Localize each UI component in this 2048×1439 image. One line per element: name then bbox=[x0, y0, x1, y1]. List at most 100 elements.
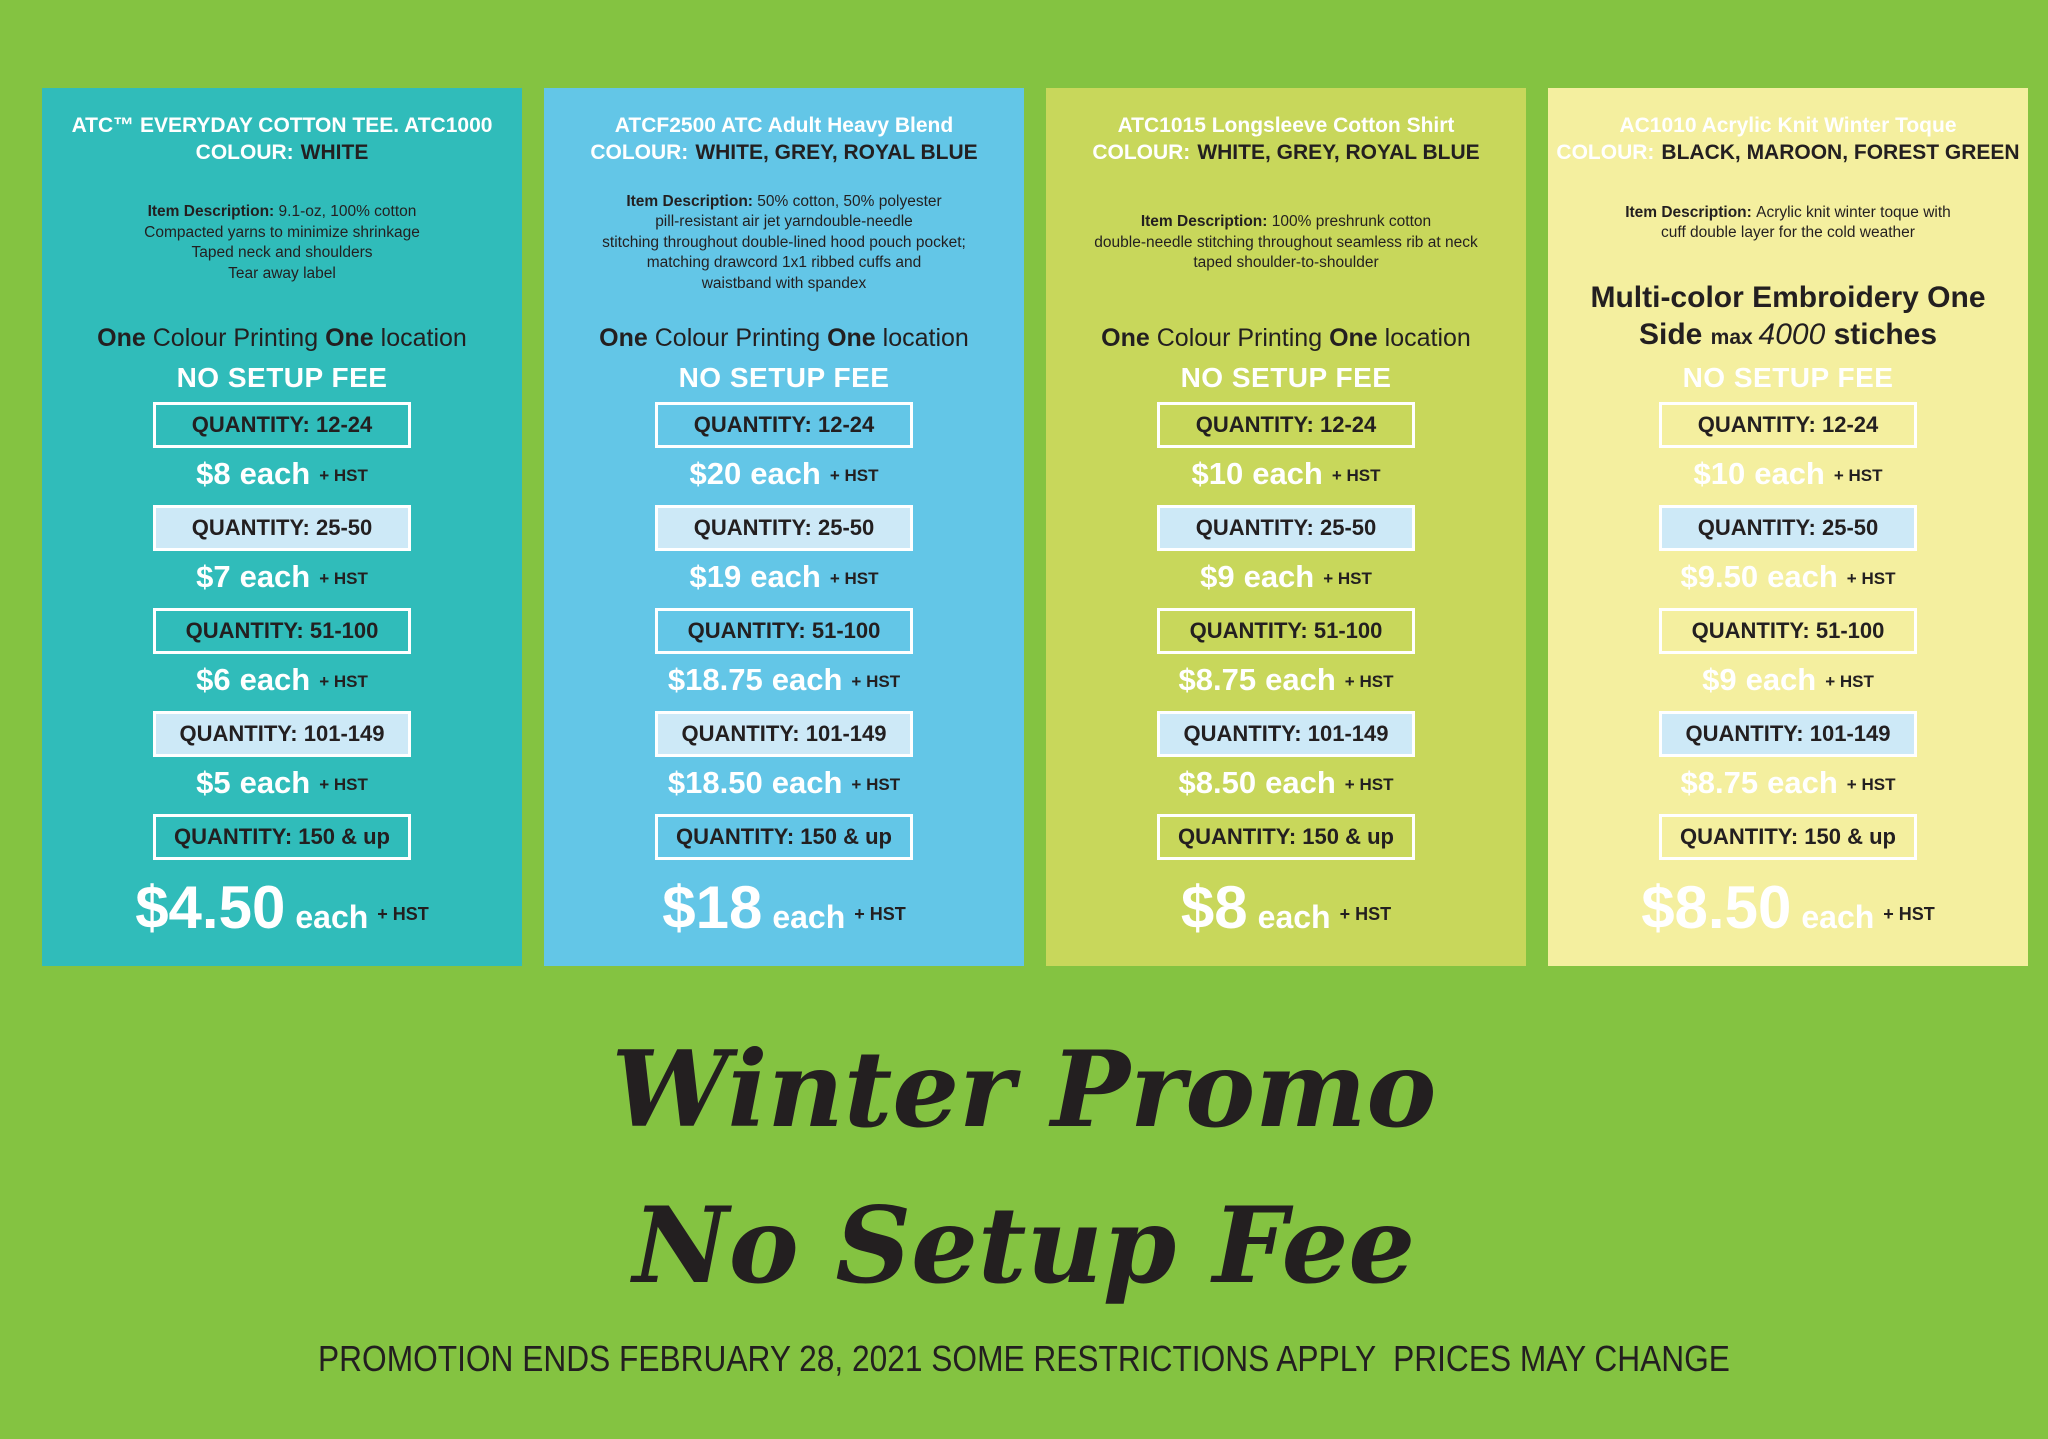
colour-value: WHITE, GREY, ROYAL BLUE bbox=[1197, 141, 1480, 164]
no-setup-fee-label: NO SETUP FEE bbox=[1180, 362, 1392, 393]
quantity-box: QUANTITY: 51-100 bbox=[153, 608, 411, 654]
price-value: $5 bbox=[196, 765, 231, 800]
price-value: $18 bbox=[662, 874, 763, 941]
printing-info-segment: One bbox=[97, 324, 153, 352]
price-unit: each bbox=[1257, 899, 1331, 935]
no-setup-fee-label: NO SETUP FEE bbox=[1682, 362, 1894, 393]
price-tax: + HST bbox=[1825, 672, 1874, 691]
printing-info: One Colour Printing One location bbox=[1046, 320, 1526, 356]
price-line: $8 each + HST bbox=[42, 455, 522, 499]
item-description-line: Item Description: Acrylic knit winter to… bbox=[1625, 203, 1951, 221]
item-description-line: Tear away label bbox=[228, 264, 336, 282]
colour-value: BLACK, MAROON, FOREST GREEN bbox=[1661, 141, 2020, 164]
price-value: $10 bbox=[1191, 456, 1244, 491]
quantity-box: QUANTITY: 12-24 bbox=[655, 402, 913, 448]
price-value: $18.75 bbox=[667, 662, 763, 697]
no-setup-fee-label: NO SETUP FEE bbox=[678, 362, 890, 393]
item-description: Item Description: Acrylic knit winter to… bbox=[1548, 166, 2028, 280]
card-header: AC1010 Acrylic Knit Winter Toque COLOUR:… bbox=[1548, 112, 2028, 402]
price-unit: each bbox=[1265, 662, 1336, 697]
price-value: $6 bbox=[196, 662, 231, 697]
printing-info-segment: stiches bbox=[1833, 318, 1938, 351]
price-unit: each bbox=[295, 899, 369, 935]
price-line: $10 each + HST bbox=[1548, 455, 2028, 499]
colour-line: COLOUR: WHITE bbox=[42, 139, 522, 166]
price-unit: each bbox=[772, 899, 846, 935]
price-unit: each bbox=[1252, 456, 1323, 491]
price-value: $19 bbox=[689, 559, 742, 594]
price-value: $4.50 bbox=[135, 874, 286, 941]
price-tier: QUANTITY: 101-149 $8.75 each + HST bbox=[1548, 711, 2028, 808]
price-line: $18 each + HST bbox=[544, 872, 1024, 960]
price-tax: + HST bbox=[854, 904, 906, 924]
printing-info: Multi-color Embroidery One Side max 4000 … bbox=[1548, 280, 2028, 356]
price-line: $9 each + HST bbox=[1548, 661, 2028, 705]
price-unit: each bbox=[1754, 456, 1825, 491]
colour-label: COLOUR: bbox=[195, 141, 294, 164]
price-line: $18.75 each + HST bbox=[544, 661, 1024, 705]
price-unit: each bbox=[239, 456, 311, 491]
colour-label: COLOUR: bbox=[590, 141, 689, 164]
price-tier: QUANTITY: 51-100 $6 each + HST bbox=[42, 608, 522, 705]
card-header: ATC™ EVERYDAY COTTON TEE. ATC1000 COLOUR… bbox=[42, 112, 522, 402]
card-header: ATC1015 Longsleeve Cotton Shirt COLOUR: W… bbox=[1046, 112, 1526, 402]
price-unit: each bbox=[1767, 765, 1838, 800]
price-line: $20 each + HST bbox=[544, 455, 1024, 499]
item-description-line: stitching throughout double-lined hood p… bbox=[602, 233, 966, 251]
item-description-label: Item Description: bbox=[1625, 203, 1757, 221]
colour-value: WHITE, GREY, ROYAL BLUE bbox=[695, 141, 978, 164]
price-tier: QUANTITY: 51-100 $8.75 each + HST bbox=[1046, 608, 1526, 705]
colour-value: WHITE bbox=[300, 141, 369, 164]
price-unit: each bbox=[1265, 765, 1336, 800]
price-tax: + HST bbox=[851, 672, 901, 691]
price-value: $8 bbox=[196, 456, 231, 491]
price-unit: each bbox=[771, 765, 843, 800]
printing-info-segment: Colour Printing bbox=[654, 324, 828, 352]
price-value: $18.50 bbox=[667, 765, 763, 800]
price-line: $8.75 each + HST bbox=[1548, 764, 2028, 808]
card-header: ATCF2500 ATC Adult Heavy Blend COLOUR: WH… bbox=[544, 112, 1024, 402]
price-line: $9 each + HST bbox=[1046, 558, 1526, 602]
item-description-line: cuff double layer for the cold weather bbox=[1661, 224, 1915, 241]
quantity-box: QUANTITY: 12-24 bbox=[1659, 402, 1917, 448]
quantity-box: QUANTITY: 25-50 bbox=[153, 505, 411, 551]
item-description-line: Item Description: 9.1-oz, 100% cotton bbox=[147, 203, 417, 220]
price-tax: + HST bbox=[1833, 466, 1883, 485]
price-value: $10 bbox=[1693, 456, 1746, 491]
quantity-box: QUANTITY: 25-50 bbox=[655, 505, 913, 551]
price-tier: QUANTITY: 51-100 $9 each + HST bbox=[1548, 608, 2028, 705]
product-title: ATC™ EVERYDAY COTTON TEE. ATC1000 bbox=[71, 114, 493, 137]
price-line: $10 each + HST bbox=[1046, 455, 1526, 499]
price-tax: + HST bbox=[829, 466, 879, 485]
price-unit: each bbox=[771, 662, 843, 697]
printing-info-segment: Side bbox=[1638, 318, 1711, 351]
printing-info-segment: location bbox=[882, 324, 969, 352]
price-tax: + HST bbox=[1331, 466, 1381, 485]
price-tier: QUANTITY: 51-100 $18.75 each + HST bbox=[544, 608, 1024, 705]
price-value: $8 bbox=[1180, 874, 1248, 941]
price-line: $4.50 each + HST bbox=[42, 872, 522, 960]
price-unit: each bbox=[1801, 899, 1875, 935]
price-tax: + HST bbox=[829, 569, 879, 588]
product-card: ATCF2500 ATC Adult Heavy Blend COLOUR: WH… bbox=[544, 88, 1024, 966]
quantity-box: QUANTITY: 101-149 bbox=[1659, 711, 1917, 757]
printing-info: One Colour Printing One location bbox=[544, 320, 1024, 356]
price-line: $6 each + HST bbox=[42, 661, 522, 705]
quantity-box: QUANTITY: 51-100 bbox=[1659, 608, 1917, 654]
price-unit: each bbox=[239, 765, 311, 800]
price-tier: QUANTITY: 12-24 $8 each + HST bbox=[42, 402, 522, 499]
quantity-box: QUANTITY: 150 & up bbox=[1157, 814, 1415, 860]
printing-info-segment: One bbox=[599, 324, 655, 352]
product-title: AC1010 Acrylic Knit Winter Toque bbox=[1619, 114, 1957, 137]
quantity-box: QUANTITY: 101-149 bbox=[655, 711, 913, 757]
price-tier: QUANTITY: 101-149 $18.50 each + HST bbox=[544, 711, 1024, 808]
quantity-box: QUANTITY: 51-100 bbox=[1157, 608, 1415, 654]
printing-info-segment: 4000 bbox=[1758, 318, 1834, 351]
printing-info-segment: One bbox=[325, 324, 381, 352]
quantity-box: QUANTITY: 150 & up bbox=[1659, 814, 1917, 860]
item-description-line: Compacted yarns to minimize shrinkage bbox=[144, 223, 420, 241]
printing-info-segment: One bbox=[1329, 324, 1385, 352]
item-description-line: Item Description: 50% cotton, 50% polyes… bbox=[626, 192, 942, 210]
quantity-box: QUANTITY: 51-100 bbox=[655, 608, 913, 654]
printing-info-segment: Multi-color Embroidery One bbox=[1590, 281, 1986, 314]
